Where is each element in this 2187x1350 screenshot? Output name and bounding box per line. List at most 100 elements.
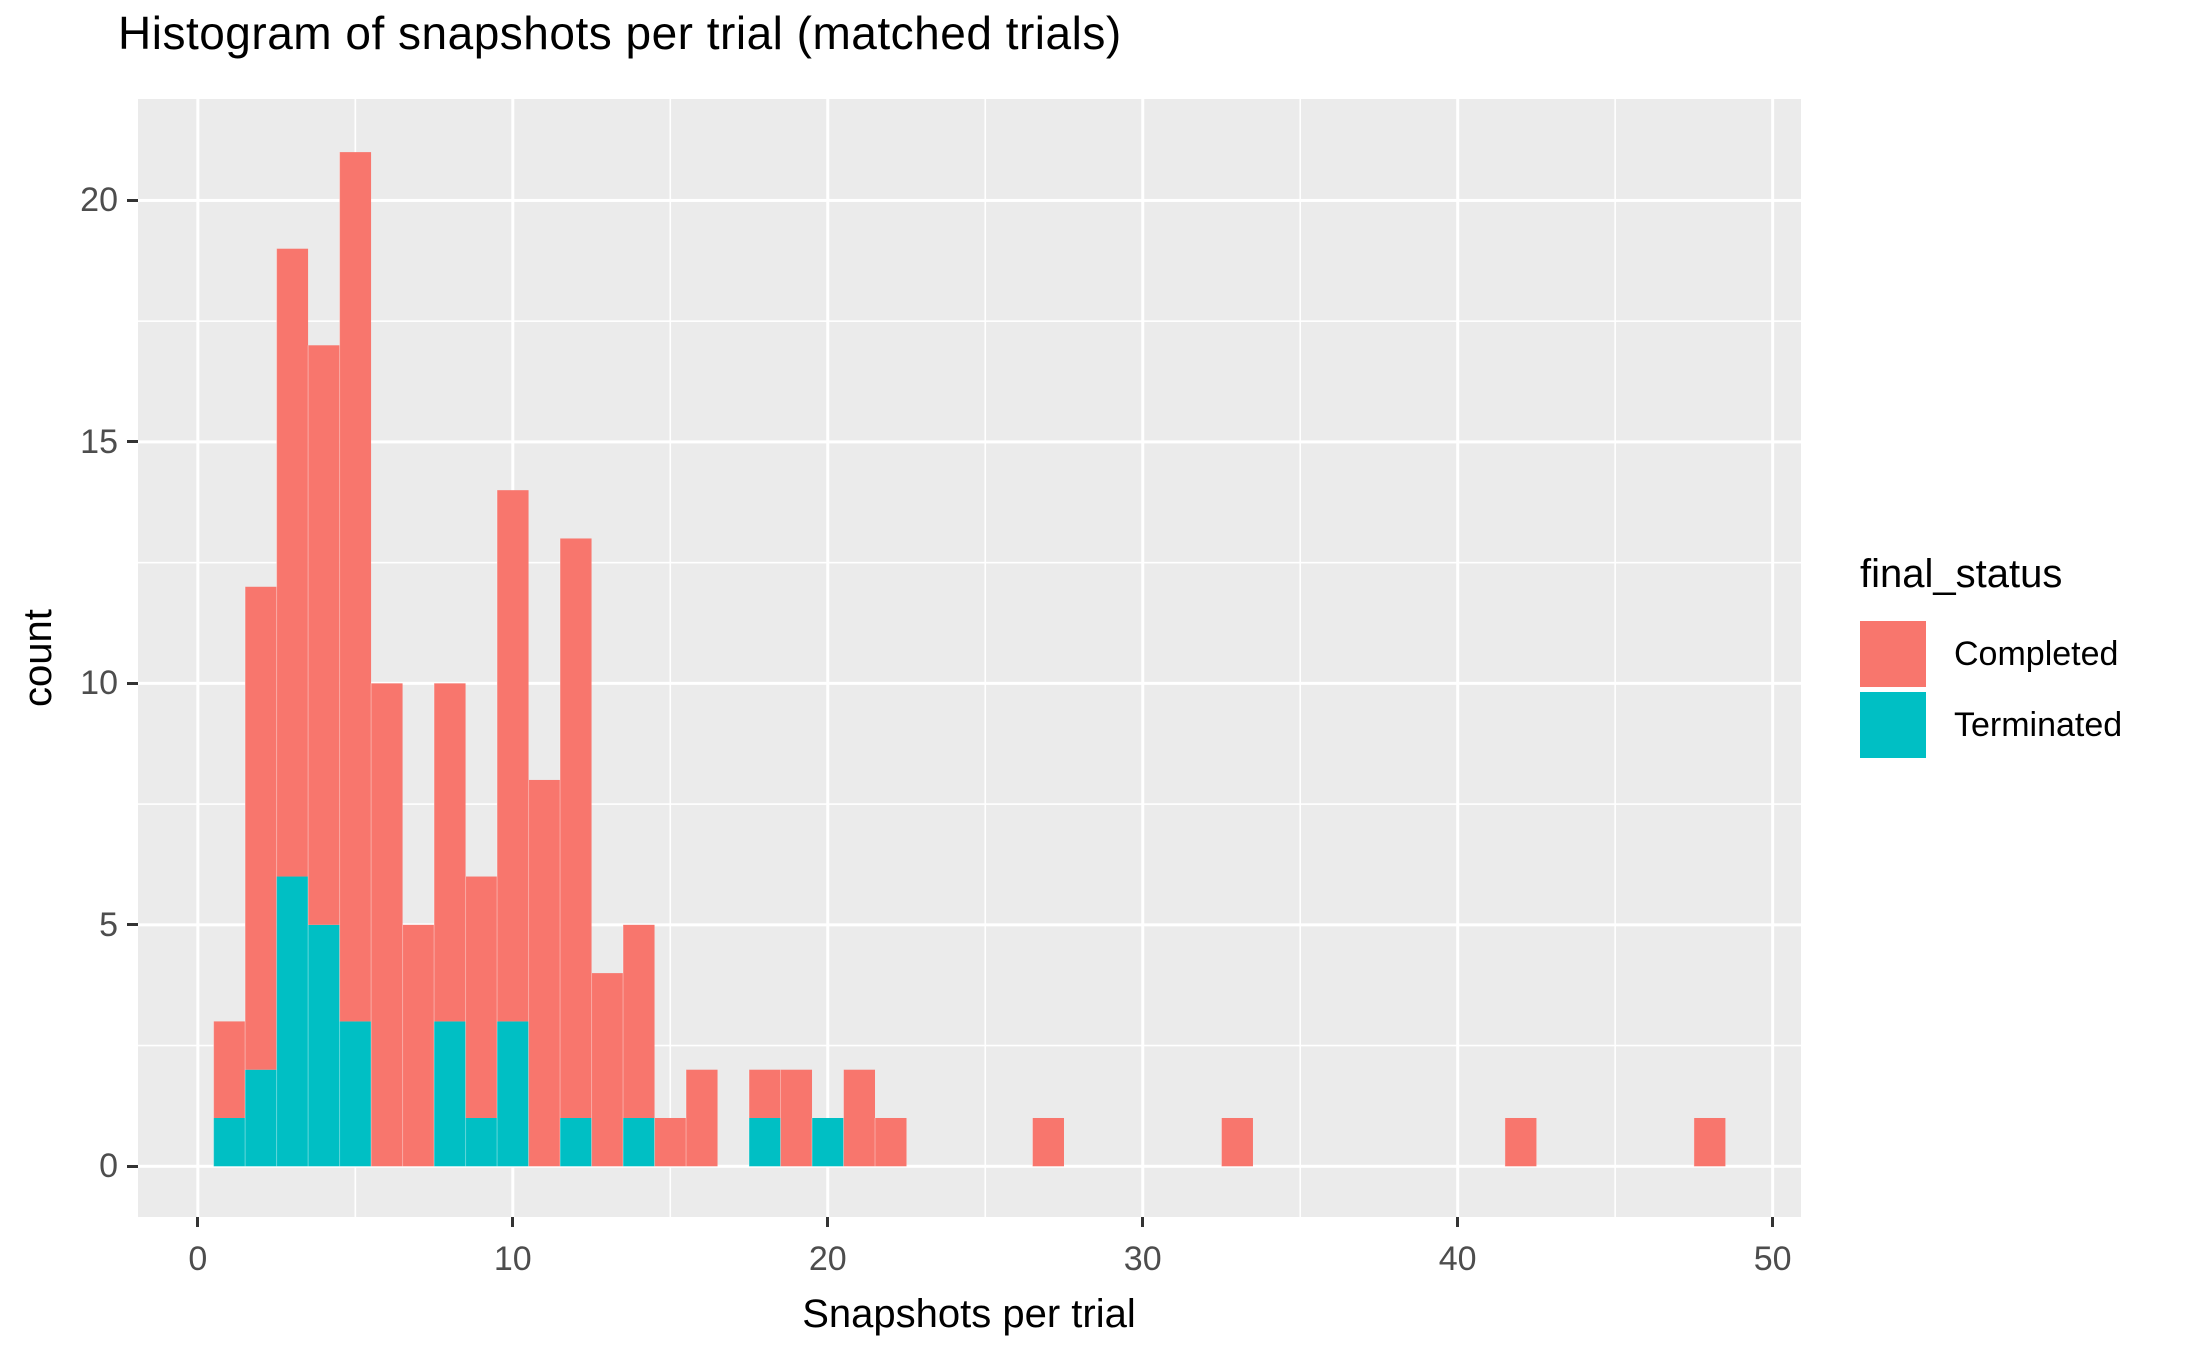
- gridline-minor-x: [1614, 99, 1616, 1217]
- gridline-minor-y: [138, 1044, 1801, 1047]
- gridline-minor-x: [984, 99, 987, 1217]
- gridline-major-x: [1456, 99, 1460, 1217]
- bar-seam: [559, 538, 561, 1167]
- bar-completed: [875, 1117, 907, 1167]
- bar-seam: [339, 152, 341, 1167]
- y-tick-mark: [127, 681, 138, 685]
- y-tick-label: 5: [99, 905, 118, 944]
- legend-item-completed: Completed: [1860, 621, 2122, 687]
- bar-completed: [843, 1069, 876, 1167]
- gridline-minor-x: [1299, 99, 1302, 1217]
- bar-seam: [843, 1069, 845, 1167]
- gridline-major-x: [196, 99, 200, 1217]
- bar-completed: [686, 1069, 718, 1167]
- bar-completed: [1693, 1117, 1726, 1167]
- bar-completed: [434, 683, 466, 1022]
- legend-swatch-completed: [1860, 621, 1926, 687]
- x-tick-mark: [511, 1217, 515, 1227]
- bar-seam: [748, 1069, 750, 1167]
- legend-swatch-terminated: [1860, 692, 1926, 758]
- bar-terminated: [812, 1117, 844, 1167]
- bar-terminated: [497, 1021, 529, 1167]
- bar-seam: [244, 586, 246, 1167]
- bar-seam: [213, 1021, 215, 1167]
- gridline-minor-y: [138, 320, 1801, 322]
- gridline-minor-y: [138, 803, 1801, 805]
- plot-panel: [138, 99, 1801, 1217]
- bar-completed: [591, 973, 624, 1167]
- bar-seam: [1031, 1117, 1033, 1167]
- y-axis-title: count: [16, 609, 60, 707]
- bar-completed: [623, 924, 655, 1118]
- bar-terminated: [308, 924, 340, 1167]
- bar-completed: [1504, 1117, 1537, 1167]
- y-tick-label: 20: [80, 181, 118, 220]
- bar-completed: [402, 924, 435, 1167]
- bar-seam: [528, 779, 530, 1167]
- bar-completed: [276, 248, 309, 877]
- x-tick-mark: [196, 1217, 200, 1227]
- bar-terminated: [560, 1117, 592, 1167]
- x-tick-mark: [826, 1217, 830, 1227]
- gridline-major-y: [138, 198, 1801, 202]
- bar-seam: [307, 345, 309, 1167]
- legend: final_status Completed Terminated: [1860, 552, 2122, 763]
- x-axis-title: Snapshots per trial: [802, 1292, 1136, 1336]
- bar-seam: [654, 1117, 656, 1167]
- gridline-minor-y: [138, 561, 1801, 564]
- bar-seam: [591, 973, 593, 1167]
- bar-terminated: [213, 1117, 246, 1167]
- bar-completed: [528, 779, 561, 1167]
- bar-completed: [339, 152, 372, 1022]
- bar-terminated: [245, 1069, 277, 1167]
- bar-seam: [780, 1069, 782, 1167]
- x-tick-label: 0: [188, 1240, 208, 1278]
- bar-terminated: [749, 1117, 781, 1167]
- x-tick-label: 20: [808, 1240, 847, 1278]
- legend-item-terminated: Terminated: [1860, 692, 2122, 758]
- legend-label-completed: Completed: [1954, 634, 2119, 673]
- bar-seam: [496, 490, 498, 1167]
- x-tick-mark: [1456, 1217, 1460, 1227]
- bar-completed: [749, 1069, 781, 1118]
- bar-seam: [402, 924, 404, 1167]
- y-tick-mark: [127, 923, 138, 927]
- x-tick-label: 40: [1438, 1240, 1477, 1278]
- y-tick-mark: [127, 198, 138, 202]
- bar-completed: [497, 490, 529, 1022]
- bar-completed: [1221, 1117, 1253, 1167]
- y-tick-label: 0: [99, 1147, 118, 1186]
- legend-title: final_status: [1860, 552, 2063, 596]
- y-tick-label: 10: [80, 664, 118, 703]
- y-tick-label: 15: [80, 422, 118, 461]
- gridline-major-x: [826, 99, 830, 1217]
- gridline-major-y: [138, 440, 1801, 444]
- bar-completed: [245, 586, 277, 1070]
- bar-terminated: [339, 1021, 372, 1167]
- gridline-major-y: [138, 1164, 1801, 1168]
- bar-seam: [622, 924, 624, 1167]
- gridline-major-x: [1771, 99, 1775, 1217]
- bar-completed: [560, 538, 592, 1118]
- bar-completed: [371, 683, 403, 1167]
- bar-seam: [1693, 1117, 1695, 1167]
- bar-seam: [276, 248, 278, 1167]
- bar-terminated: [623, 1117, 655, 1167]
- x-tick-label: 50: [1753, 1240, 1792, 1278]
- bar-completed: [213, 1021, 246, 1118]
- bar-seam: [874, 1117, 876, 1167]
- plot-area: [138, 99, 1801, 1217]
- x-tick-label: 30: [1123, 1240, 1162, 1278]
- bar-seam: [465, 876, 467, 1167]
- bar-completed: [654, 1117, 687, 1167]
- y-tick-mark: [127, 1164, 138, 1168]
- y-tick-mark: [127, 440, 138, 444]
- bar-seam: [370, 683, 372, 1167]
- bar-seam: [685, 1069, 687, 1167]
- chart-title: Histogram of snapshots per trial (matche…: [118, 7, 1122, 59]
- bar-terminated: [276, 876, 309, 1167]
- x-tick-mark: [1771, 1217, 1775, 1227]
- bar-seam: [433, 683, 435, 1167]
- gridline-minor-x: [669, 99, 672, 1217]
